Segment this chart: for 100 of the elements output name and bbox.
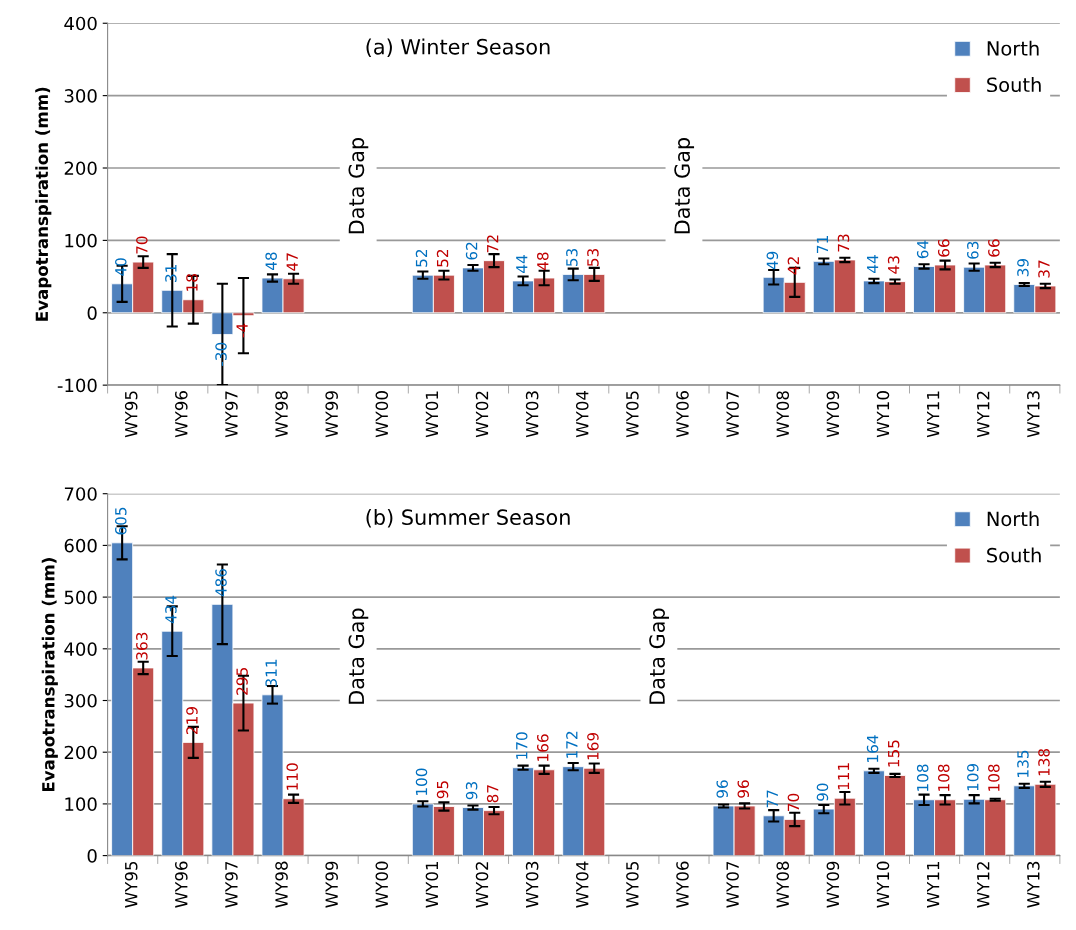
data-label: 53	[566, 248, 578, 266]
data-label: 40	[115, 258, 127, 276]
data-label: 295	[236, 668, 248, 695]
data-label: 39	[1017, 258, 1029, 277]
x-tick-label: WY99	[325, 391, 338, 438]
y-tick-label: 100	[65, 233, 97, 248]
y-tick-label: 300	[64, 693, 97, 708]
x-tick-label: WY98	[275, 391, 288, 438]
data-label: 87	[486, 785, 499, 803]
y-tick-label: 200	[64, 745, 97, 760]
data-label: 110	[286, 763, 298, 790]
x-tick-label: WY09	[826, 391, 840, 438]
data-label: 66	[988, 239, 1000, 257]
x-tick-label: WY08	[776, 391, 790, 438]
data-label: 42	[787, 257, 799, 275]
x-tick-label: WY03	[525, 861, 539, 908]
data-label: 71	[816, 236, 829, 253]
x-tick-label: WY97	[225, 861, 238, 908]
data-label: 70	[787, 793, 800, 811]
x-tick-label: WY10	[876, 391, 890, 438]
data-label: 172	[566, 731, 578, 758]
y-tick-label: 0	[87, 306, 97, 320]
x-tick-label: WY11	[927, 391, 940, 438]
y-tick-label: 400	[64, 642, 97, 656]
data-label: 90	[816, 783, 829, 801]
annotation: Data Gap	[348, 137, 369, 234]
x-tick-label: WY02	[475, 391, 489, 438]
data-label: 93	[465, 782, 478, 800]
data-label: 53	[587, 248, 599, 266]
x-tick-label: WY02	[475, 862, 489, 908]
x-tick-label: WY09	[826, 861, 840, 908]
data-label: 96	[716, 780, 728, 798]
x-tick-label: WY96	[175, 391, 188, 438]
x-tick-label: WY08	[776, 861, 790, 908]
x-tick-label: WY95	[124, 861, 138, 908]
x-tick-label: WY97	[225, 391, 238, 438]
data-label: 111	[837, 763, 850, 790]
x-tick-label: WY11	[927, 862, 940, 908]
y-axis-title: Evapotranspiration (mm)	[35, 87, 52, 321]
text: (b) Summer Season	[366, 508, 570, 528]
x-tick-label: WY99	[325, 861, 338, 908]
data-label: 77	[766, 790, 778, 808]
x-tick-label: WY05	[626, 391, 639, 438]
text: (a) Winter Season	[366, 38, 550, 58]
y-axis-title: Evapotranspiration (mm)	[41, 558, 58, 792]
data-label: 48	[537, 252, 549, 271]
data-label: 109	[967, 763, 979, 791]
legend-label: South	[987, 547, 1041, 563]
x-tick-label: WY01	[425, 862, 439, 908]
y-tick-label: 400	[64, 16, 97, 31]
y-tick-label: 600	[64, 538, 97, 553]
data-label: 62	[465, 242, 478, 260]
y-tick-label: 700	[64, 487, 97, 501]
x-tick-label: WY13	[1027, 391, 1040, 438]
data-label: 44	[516, 255, 528, 273]
data-label: 72	[486, 235, 499, 253]
x-tick-label: WY96	[175, 861, 188, 908]
annotation: Data Gap	[674, 137, 695, 234]
data-label: 108	[937, 764, 950, 791]
data-label: 70	[136, 236, 148, 254]
x-tick-label: WY12	[976, 862, 990, 908]
data-label: 73	[837, 234, 850, 252]
data-label: 166	[537, 734, 549, 761]
annotation: Data Gap	[348, 608, 369, 704]
data-label: 64	[916, 240, 929, 259]
data-label: 219	[186, 707, 198, 735]
y-tick-label: 100	[65, 797, 97, 812]
x-tick-label: WY00	[375, 391, 389, 438]
x-tick-label: WY05	[626, 861, 639, 908]
data-label: 52	[436, 249, 449, 267]
legend-label: North	[987, 511, 1039, 527]
data-label: 31	[165, 265, 177, 282]
x-tick-label: WY13	[1027, 861, 1040, 908]
data-label: 169	[587, 732, 599, 760]
data-label: 363	[136, 632, 148, 660]
data-label: 43	[887, 256, 900, 274]
x-tick-label: WY04	[575, 861, 589, 908]
x-tick-label: WY03	[525, 391, 539, 438]
x-tick-label: WY04	[575, 390, 589, 438]
y-tick-label: 500	[64, 590, 97, 605]
data-label: 164	[866, 735, 879, 762]
data-label: 47	[286, 253, 298, 271]
x-tick-label: WY12	[976, 391, 990, 438]
y-tick-label: 200	[64, 161, 97, 176]
y-tick-label: 300	[64, 89, 97, 103]
y-tick-label: 0	[87, 849, 97, 863]
data-label: 37	[1038, 260, 1050, 278]
data-label: 108	[988, 764, 1000, 791]
data-label: 138	[1038, 748, 1050, 776]
data-label: 44	[867, 255, 879, 273]
data-label: 434	[165, 595, 177, 624]
data-label: 311	[265, 659, 277, 687]
data-label: 170	[515, 732, 528, 759]
x-tick-label: WY98	[275, 861, 288, 908]
legend-label: South	[987, 77, 1041, 93]
legend-label: North	[987, 40, 1039, 56]
data-label: 96	[737, 780, 750, 798]
data-label: 49	[766, 251, 779, 270]
data-label: 95	[436, 781, 449, 799]
data-label: 63	[967, 241, 979, 259]
